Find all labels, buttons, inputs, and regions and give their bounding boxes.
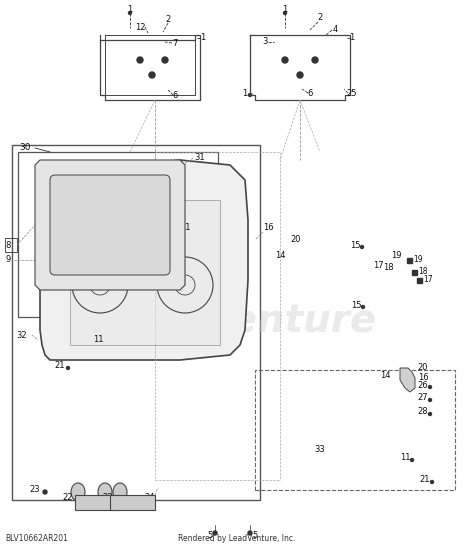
Text: 22: 22 — [103, 493, 113, 503]
Text: 23: 23 — [30, 486, 40, 494]
Bar — [5, 238, 17, 252]
Circle shape — [362, 305, 365, 309]
Text: 24: 24 — [145, 493, 155, 503]
Text: 2: 2 — [165, 15, 171, 24]
Circle shape — [162, 57, 168, 63]
Circle shape — [76, 286, 80, 290]
Text: 17: 17 — [373, 260, 383, 269]
Circle shape — [428, 385, 431, 389]
Text: 15: 15 — [351, 300, 361, 310]
Circle shape — [410, 458, 413, 462]
Text: 20: 20 — [418, 363, 428, 373]
Text: 11: 11 — [93, 336, 103, 345]
Text: 21: 21 — [420, 476, 430, 484]
FancyBboxPatch shape — [50, 175, 170, 275]
Circle shape — [128, 12, 131, 14]
Text: LeadVenture: LeadVenture — [98, 301, 376, 339]
Circle shape — [361, 246, 364, 248]
Polygon shape — [400, 368, 415, 392]
Text: 19: 19 — [391, 251, 401, 259]
Ellipse shape — [113, 483, 127, 501]
Circle shape — [248, 93, 252, 97]
Text: 27: 27 — [418, 394, 428, 403]
Text: 33: 33 — [315, 446, 325, 455]
Circle shape — [282, 57, 288, 63]
Circle shape — [43, 490, 47, 494]
Circle shape — [430, 481, 434, 483]
Circle shape — [312, 57, 318, 63]
Text: 1: 1 — [242, 88, 247, 97]
Bar — [75, 215, 130, 233]
Text: 15: 15 — [350, 241, 360, 249]
Bar — [255, 370, 455, 490]
Text: 10: 10 — [143, 246, 153, 254]
Bar — [80, 240, 125, 252]
Bar — [418, 278, 422, 283]
Circle shape — [297, 72, 303, 78]
Polygon shape — [40, 160, 248, 360]
Bar — [412, 269, 418, 274]
Circle shape — [428, 413, 431, 415]
Text: 32: 32 — [17, 331, 27, 340]
Text: 20: 20 — [291, 236, 301, 244]
Text: 21: 21 — [65, 284, 75, 293]
Text: Rendered by LeadVenture, Inc.: Rendered by LeadVenture, Inc. — [178, 534, 296, 543]
Text: 1: 1 — [201, 34, 206, 43]
Text: 3: 3 — [262, 38, 268, 46]
Text: 14: 14 — [275, 251, 285, 259]
Circle shape — [149, 72, 155, 78]
Text: 5: 5 — [207, 530, 213, 540]
Text: 21: 21 — [55, 361, 65, 369]
Text: 25: 25 — [347, 88, 357, 97]
Text: 8: 8 — [5, 241, 11, 249]
Text: 29: 29 — [50, 268, 60, 276]
Text: BLV10662AR201: BLV10662AR201 — [5, 534, 68, 543]
Bar — [18, 152, 218, 317]
Text: 30: 30 — [19, 143, 31, 153]
Text: 1: 1 — [349, 34, 355, 43]
Text: 5: 5 — [252, 530, 258, 540]
Text: 6: 6 — [173, 91, 178, 100]
Text: 16: 16 — [263, 223, 273, 232]
Circle shape — [283, 12, 286, 14]
Text: 16: 16 — [418, 373, 428, 383]
Circle shape — [248, 531, 252, 535]
Text: 6: 6 — [307, 88, 313, 97]
Circle shape — [428, 399, 431, 401]
Bar — [110, 495, 155, 510]
Circle shape — [61, 274, 64, 276]
Bar — [75, 495, 120, 510]
Text: 28: 28 — [418, 408, 428, 416]
Text: 12: 12 — [135, 23, 145, 32]
Polygon shape — [35, 160, 185, 290]
Text: 31: 31 — [195, 153, 205, 161]
Text: 17: 17 — [423, 275, 433, 284]
Text: 4: 4 — [332, 25, 337, 34]
Text: 9: 9 — [5, 255, 10, 264]
Text: 2: 2 — [318, 13, 323, 23]
Text: 18: 18 — [383, 263, 393, 273]
Bar — [12, 145, 260, 500]
Text: 18: 18 — [418, 268, 428, 276]
Circle shape — [104, 342, 108, 345]
Text: 26: 26 — [418, 380, 428, 389]
Bar — [408, 258, 412, 263]
Ellipse shape — [98, 483, 112, 501]
Circle shape — [137, 57, 143, 63]
Circle shape — [213, 531, 217, 535]
Text: 22: 22 — [63, 493, 73, 503]
Text: 11: 11 — [180, 223, 190, 232]
Text: 11: 11 — [400, 453, 410, 462]
Text: 13: 13 — [115, 221, 125, 229]
Text: 1: 1 — [283, 6, 288, 14]
Text: 19: 19 — [413, 255, 423, 264]
Ellipse shape — [71, 483, 85, 501]
Polygon shape — [70, 200, 220, 345]
Text: 1: 1 — [128, 6, 133, 14]
Text: 14: 14 — [380, 371, 390, 379]
Circle shape — [66, 367, 70, 369]
Text: 7: 7 — [173, 39, 178, 48]
